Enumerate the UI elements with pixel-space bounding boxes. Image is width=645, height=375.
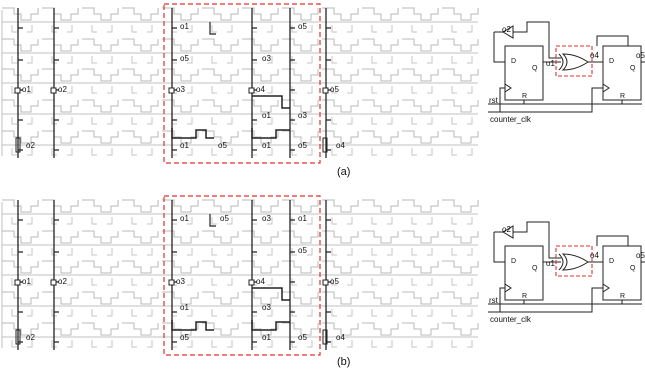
grid-label: o2 bbox=[58, 277, 67, 286]
grid-label: o5 bbox=[298, 333, 307, 342]
highlight-box-b bbox=[163, 195, 321, 356]
fabric-grid-a bbox=[2, 8, 478, 158]
xor-highlight-b bbox=[555, 245, 593, 277]
schematic-label: o4 bbox=[590, 51, 599, 60]
schematic-label: R bbox=[522, 293, 527, 300]
grid-label: o1 bbox=[180, 22, 189, 31]
schematic-label: o2 bbox=[502, 25, 511, 34]
fabric-grid-b bbox=[2, 200, 478, 350]
grid-label: o1 bbox=[22, 277, 31, 286]
schematic-label: counter_clk bbox=[490, 315, 532, 324]
schematic-label: D bbox=[609, 258, 614, 265]
grid-label: o4 bbox=[336, 141, 345, 150]
panel-b: o1 o5 o3 o1 o1 o2 o3 o4 o5 o5 o1 o3 o2 o… bbox=[2, 195, 645, 368]
schematic-label: Q bbox=[630, 65, 636, 72]
schematic-label: R bbox=[620, 93, 625, 100]
schematic-label: o1 bbox=[546, 259, 555, 268]
schematic-label: D bbox=[511, 58, 516, 65]
grid-label: o2 bbox=[58, 85, 67, 94]
grid-label: o4 bbox=[336, 333, 345, 342]
schematic-label: R bbox=[522, 93, 527, 100]
panel-caption-b: (b) bbox=[337, 356, 350, 368]
grid-label: o3 bbox=[176, 277, 185, 286]
grid-label: o5 bbox=[220, 214, 229, 223]
panel-caption-a: (a) bbox=[337, 166, 350, 178]
schematic-b: o2 D Q R D Q R o1 o4 o5 rst counter_clk bbox=[487, 221, 645, 324]
xor-highlight-a bbox=[555, 45, 593, 77]
grid-label: o5 bbox=[330, 277, 339, 286]
schematic-label: counter_clk bbox=[490, 115, 532, 124]
grid-label: o1 bbox=[180, 141, 189, 150]
schematic-label: Q bbox=[532, 65, 538, 72]
schematic-label: o2 bbox=[502, 225, 511, 234]
schematic-a: o2 D Q R D Q R o1 o4 o5 rst counter_clk bbox=[487, 21, 645, 124]
grid-label: o4 bbox=[256, 85, 265, 94]
grid-label: o1 bbox=[180, 303, 189, 312]
schematic-label: Q bbox=[532, 265, 538, 272]
highlight-box-a bbox=[163, 3, 321, 164]
grid-label: o5 bbox=[218, 141, 227, 150]
grid-label: o5 bbox=[298, 246, 307, 255]
schematic-label: rst bbox=[489, 96, 499, 105]
panel-a: o1 o2 o1 o5 o5 o3 o3 o4 o5 o1 o3 o2 o1 o… bbox=[2, 3, 645, 178]
schematic-label: R bbox=[620, 293, 625, 300]
grid-label: o2 bbox=[26, 333, 35, 342]
grid-label: o5 bbox=[180, 333, 189, 342]
schematic-label: o4 bbox=[590, 251, 599, 260]
schematic-label: Q bbox=[630, 265, 636, 272]
grid-label: o3 bbox=[262, 214, 271, 223]
schematic-label: D bbox=[511, 258, 516, 265]
grid-label: o5 bbox=[298, 22, 307, 31]
grid-label: o3 bbox=[262, 303, 271, 312]
grid-label: o3 bbox=[262, 54, 271, 63]
schematic-label: o5 bbox=[636, 51, 645, 60]
schematic-label: rst bbox=[489, 296, 499, 305]
grid-label: o3 bbox=[298, 111, 307, 120]
grid-label: o5 bbox=[180, 54, 189, 63]
grid-label: o1 bbox=[298, 214, 307, 223]
grid-label: o2 bbox=[26, 141, 35, 150]
schematic-label: o1 bbox=[546, 59, 555, 68]
grid-label: o5 bbox=[298, 141, 307, 150]
grid-label: o1 bbox=[262, 333, 271, 342]
schematic-label: o5 bbox=[636, 251, 645, 260]
schematic-label: D bbox=[609, 58, 614, 65]
grid-label: o4 bbox=[256, 277, 265, 286]
grid-label: o3 bbox=[176, 85, 185, 94]
grid-label: o5 bbox=[330, 85, 339, 94]
grid-label: o1 bbox=[180, 214, 189, 223]
grid-label: o1 bbox=[262, 141, 271, 150]
grid-label: o1 bbox=[22, 85, 31, 94]
grid-label: o1 bbox=[262, 111, 271, 120]
